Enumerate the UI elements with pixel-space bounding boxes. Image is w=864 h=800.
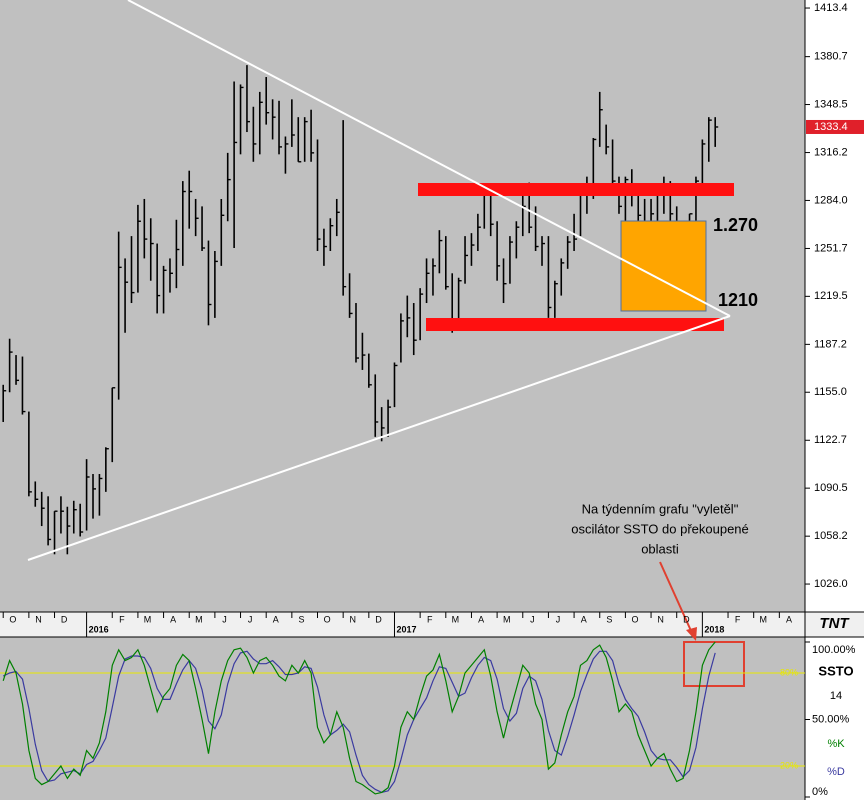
note: oblasti (641, 541, 679, 556)
x-tick-label: D (61, 614, 68, 624)
x-tick-label: M (452, 614, 460, 624)
x-tick-label: J (556, 614, 561, 624)
note: oscilátor SSTO do překoupené (571, 521, 749, 536)
y-tick-label: 1316.2 (814, 146, 848, 158)
x-tick-label: J (248, 614, 253, 624)
level-label: 20% (780, 760, 798, 770)
indicator-name: SSTO (818, 663, 853, 678)
x-tick-label: F (119, 614, 125, 624)
x-tick-label: D (683, 614, 690, 624)
trendline (27, 315, 731, 561)
x-tick-label: A (273, 614, 279, 624)
y-tick-label: 1026.0 (814, 578, 848, 590)
x-tick-label: S (298, 614, 304, 624)
x-tick-label: J (530, 614, 535, 624)
x-tick-label: A (581, 614, 587, 624)
x-tick-label: S (606, 614, 612, 624)
y-tick-label: 1380.7 (814, 51, 848, 63)
x-tick-label: A (170, 614, 176, 624)
level-label: 1.270 (713, 215, 758, 235)
last-price-tag (806, 119, 864, 134)
resistance-zone (418, 183, 734, 196)
y-tick-label: 50.00% (812, 713, 850, 725)
arrow-head (686, 627, 697, 641)
oscillator-axis (805, 637, 864, 800)
x-tick-label: J (222, 614, 227, 624)
time-axis (0, 612, 864, 637)
y-tick-label: 1122.7 (814, 434, 847, 446)
legend-k: %K (827, 738, 845, 750)
y-tick-label: 1413.4 (814, 2, 848, 14)
x-tick-label: M (195, 614, 203, 624)
y-tick-label: 1348.5 (814, 98, 848, 110)
y-tick-label: 1090.5 (814, 482, 848, 494)
d-line (2, 650, 716, 794)
oscillator-panel (0, 637, 805, 800)
x-tick-label: M (760, 614, 768, 624)
y-tick-label: 0% (812, 786, 828, 798)
x-tick-label: F (427, 614, 433, 624)
year-label: 2017 (396, 624, 416, 634)
highlight-box (683, 641, 745, 687)
price-axis (805, 0, 864, 612)
y-tick-label: 1187.2 (814, 338, 847, 350)
indicator-period: 14 (830, 690, 842, 702)
y-tick-label: 1251.7 (814, 242, 848, 254)
y-tick-label: 1284.0 (814, 194, 848, 206)
x-tick-label: O (9, 614, 16, 624)
x-tick-label: F (735, 614, 741, 624)
y-tick-label: 100.00% (812, 644, 856, 656)
x-tick-label: A (478, 614, 484, 624)
x-tick-label: M (144, 614, 152, 624)
x-tick-label: M (503, 614, 511, 624)
year-label: 2016 (89, 624, 109, 634)
legend-d: %D (827, 766, 845, 778)
x-tick-label: N (350, 614, 357, 624)
support-zone (426, 318, 724, 331)
x-tick-label: O (324, 614, 331, 624)
note: Na týdenním grafu "vyletěl" (582, 501, 739, 516)
level-label: 80% (780, 667, 798, 677)
arrow (659, 561, 693, 634)
y-tick-label: 1058.2 (814, 530, 848, 542)
y-tick-label: 1155.0 (814, 386, 847, 398)
last-price-label: 1333.4 (814, 121, 848, 133)
logo: TNT (819, 615, 850, 632)
x-tick-label: D (375, 614, 382, 624)
x-tick-label: A (786, 614, 792, 624)
trendline (127, 0, 731, 317)
x-tick-label: N (35, 614, 42, 624)
y-tick-label: 1219.5 (814, 290, 848, 302)
x-tick-label: O (632, 614, 639, 624)
k-line (2, 641, 716, 795)
x-tick-label: N (657, 614, 664, 624)
level-label: 1210 (718, 290, 758, 310)
year-label: 2018 (704, 624, 724, 634)
